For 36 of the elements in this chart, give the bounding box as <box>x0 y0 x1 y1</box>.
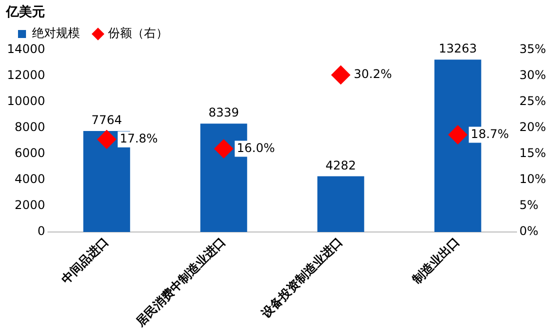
point <box>97 130 116 149</box>
y-axis-title: 亿美元 <box>5 4 45 20</box>
y-tick-label: 12000 <box>6 68 46 82</box>
y-tick-label: 0 <box>38 224 46 238</box>
data-label: 17.8% <box>120 132 158 146</box>
data-label: 30.2% <box>354 67 392 82</box>
y2-tick-label: 5% <box>519 198 538 212</box>
y-tick-label: 14000 <box>6 42 46 56</box>
y2-tick-label: 10% <box>519 172 546 186</box>
x-tick-label: 制造业出口 <box>409 234 462 288</box>
y2-tick-label: 15% <box>519 146 546 160</box>
point <box>448 125 468 144</box>
y2-tick-label: 25% <box>519 94 546 108</box>
y-tick-label: 10000 <box>6 94 46 108</box>
y2-tick-label: 20% <box>519 120 546 134</box>
y2-tick-label: 0% <box>519 224 538 238</box>
data-label: 13263 <box>438 42 477 56</box>
y2-tick-label: 35% <box>519 42 546 56</box>
data-label: 7764 <box>91 113 122 128</box>
y-tick-label: 6000 <box>14 146 46 160</box>
data-label: 8339 <box>208 106 240 120</box>
legend-label: 绝对规模 <box>32 26 80 40</box>
legend-label: 份额（右） <box>108 26 168 40</box>
y-tick-label: 4000 <box>14 172 46 186</box>
data-label: 4282 <box>325 158 356 172</box>
point <box>214 139 234 158</box>
data-label: 18.7% <box>470 126 509 141</box>
x-tick-label: 居民消费中制造业进口 <box>132 234 228 330</box>
y-tick-label: 2000 <box>14 198 46 212</box>
y2-tick-label: 30% <box>519 68 546 82</box>
data-label: 16.0% <box>236 140 275 155</box>
x-tick-label: 中间品进口 <box>58 234 112 287</box>
x-tick-label: 设备投资制造业进口 <box>258 234 346 322</box>
point <box>331 65 350 84</box>
bar <box>317 176 364 232</box>
y-tick-label: 8000 <box>14 120 46 134</box>
